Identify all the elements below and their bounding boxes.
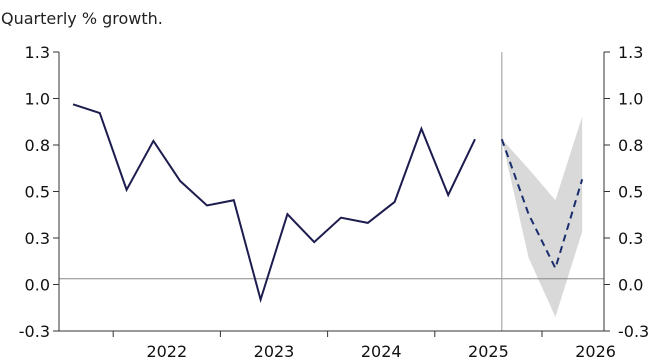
y-tick-label-left: 1.3 [25, 43, 50, 62]
x-tick-label: 2025 [468, 342, 509, 360]
y-tick-label-left: 0.3 [25, 229, 50, 248]
y-tick-label-left: 0.8 [25, 136, 50, 155]
y-tick-label-right: -0.3 [618, 322, 649, 341]
forecast-band [501, 116, 583, 318]
x-tick-label: 2022 [146, 342, 187, 360]
y-tick-label-left: 0.0 [25, 276, 50, 295]
chart-subtitle: Quarterly % growth. [1, 9, 163, 28]
y-tick-label-right: 1.0 [618, 90, 643, 109]
x-tick-label: 2026 [575, 342, 616, 360]
x-tick-label: 2024 [361, 342, 402, 360]
x-tick-label: 2023 [254, 342, 295, 360]
series-layer [72, 103, 584, 304]
forecast-series-line [500, 138, 584, 271]
y-tick-label-right: 0.0 [618, 276, 643, 295]
y-tick-label-right: 0.3 [618, 229, 643, 248]
y-tick-label-left: 1.0 [25, 90, 50, 109]
actual-series-line [72, 103, 476, 304]
tick-labels: -0.3 -0.3 0.0 0.0 0.3 0.3 0.5 0.5 0.8 0.8 1.0 1.0 1.… [19, 43, 649, 360]
reference-lines [59, 52, 604, 331]
y-tick-label-right: 0.8 [618, 136, 643, 155]
forecast-band-layer [501, 116, 583, 318]
axes [53, 51, 610, 337]
y-tick-label-right: 0.5 [618, 183, 643, 202]
y-tick-label-left: 0.5 [25, 183, 50, 202]
y-tick-label-right: 1.3 [618, 43, 643, 62]
y-tick-label-left: -0.3 [19, 322, 50, 341]
